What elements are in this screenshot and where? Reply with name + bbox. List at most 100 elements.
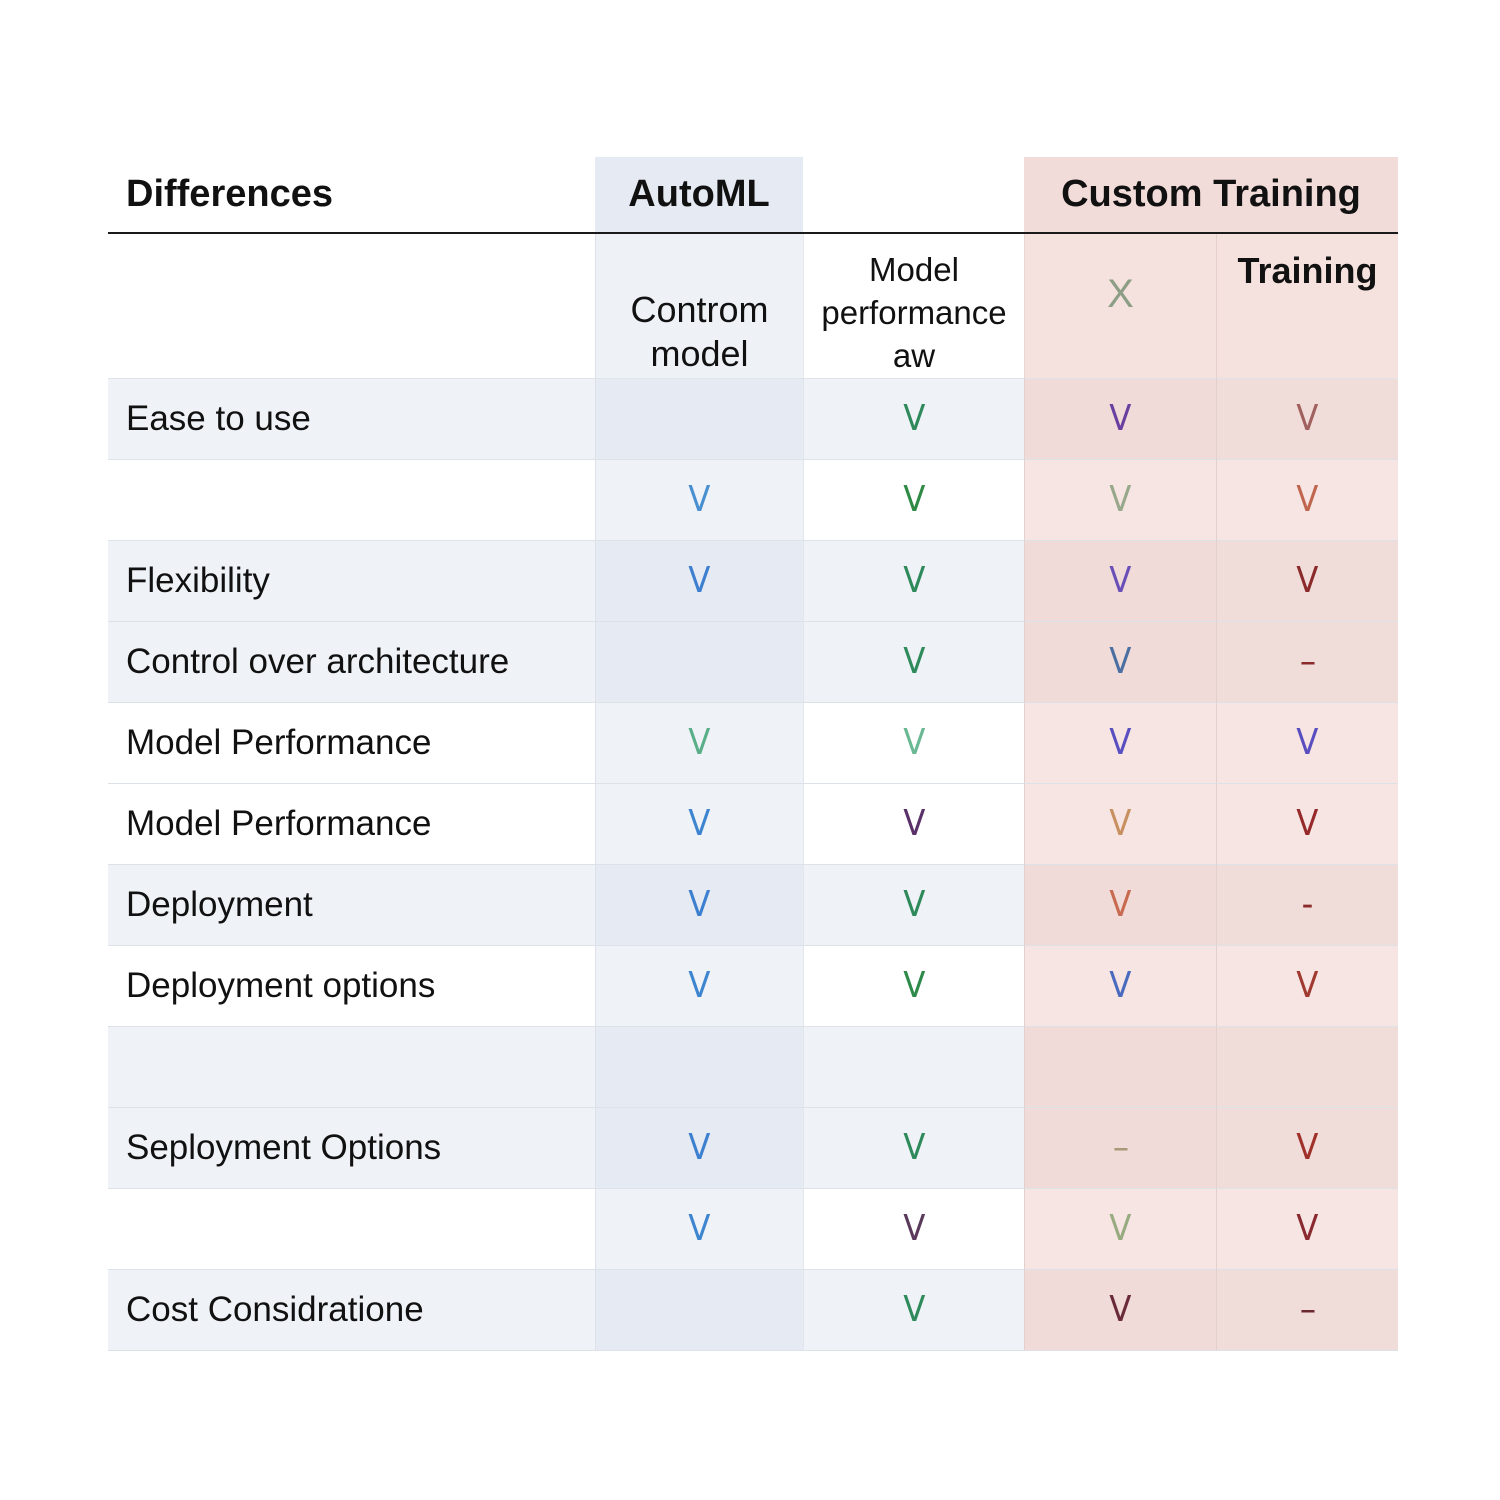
table-cell — [595, 622, 803, 703]
check-v-icon: V — [902, 1127, 926, 1168]
table-cell: V — [1024, 784, 1216, 865]
check-v-icon: V — [1109, 1289, 1132, 1330]
check-v-icon: V — [902, 479, 926, 520]
subheader-model-performance: Model performance aw — [803, 234, 1024, 379]
table-cell: V — [595, 784, 803, 865]
check-v-icon: V — [688, 560, 711, 601]
check-v-icon: V — [688, 884, 711, 925]
table-row: Control over architecture V V – — [108, 622, 1398, 703]
row-label: Deployment options — [108, 946, 595, 1027]
table-cell — [1216, 1027, 1398, 1108]
table-row: Deployment V V V - — [108, 865, 1398, 946]
table-cell: – — [1024, 1108, 1216, 1189]
check-v-icon: V — [688, 1127, 711, 1168]
row-label: Ease to use — [108, 379, 595, 460]
table-cell: V — [1216, 541, 1398, 622]
check-v-icon: V — [1109, 398, 1132, 439]
table-cell: V — [1024, 379, 1216, 460]
check-v-icon: V — [1109, 560, 1132, 601]
check-v-icon: V — [688, 965, 711, 1006]
table-cell: V — [803, 946, 1024, 1027]
dash-icon: – — [1112, 1127, 1129, 1168]
row-label: Seployment Options — [108, 1108, 595, 1189]
table-row: Deployment options V V V V — [108, 946, 1398, 1027]
check-v-icon: V — [1296, 722, 1319, 763]
table-row: Model Performance V V V V — [108, 784, 1398, 865]
check-v-icon: V — [1296, 479, 1319, 520]
table-row: Model Performance V V V V — [108, 703, 1398, 784]
check-v-icon: V — [1296, 560, 1319, 601]
check-v-icon: V — [688, 803, 711, 844]
table-subheader-row: Controm model Model performance aw X Tra… — [108, 234, 1398, 379]
check-v-icon: V — [902, 641, 926, 682]
table-cell — [1024, 1027, 1216, 1108]
row-label: Model Performance — [108, 703, 595, 784]
check-v-icon: V — [902, 560, 926, 601]
check-v-icon: V — [902, 398, 926, 439]
row-label — [108, 460, 595, 541]
table-cell: V — [595, 703, 803, 784]
table-cell: V — [1216, 379, 1398, 460]
header-differences: Differences — [126, 173, 333, 215]
table-cell: V — [803, 541, 1024, 622]
table-cell: V — [595, 460, 803, 541]
subheader-label — [108, 234, 595, 379]
check-v-icon: V — [688, 479, 711, 520]
check-v-icon: V — [1109, 803, 1132, 844]
table-cell: V — [1024, 622, 1216, 703]
dash-icon: - — [1301, 884, 1314, 925]
table-cell: V — [595, 541, 803, 622]
check-v-icon: V — [1296, 803, 1319, 844]
table-cell: V — [1024, 1270, 1216, 1351]
table-cell: V — [1024, 703, 1216, 784]
comparison-table: Differences AutoML Custom Training Contr… — [108, 157, 1398, 1351]
subheader-training: Training — [1216, 234, 1398, 379]
table-cell: V — [803, 460, 1024, 541]
check-v-icon: V — [1296, 398, 1319, 439]
table-cell: V — [803, 784, 1024, 865]
table-body: Ease to use V V V V V V V Flexibility V V V V Control… — [108, 379, 1398, 1351]
table-cell: V — [1216, 1189, 1398, 1270]
table-row — [108, 1027, 1398, 1108]
table-cell: – — [1216, 1270, 1398, 1351]
table-cell: V — [803, 703, 1024, 784]
table-cell: V — [803, 379, 1024, 460]
table-cell: V — [1216, 784, 1398, 865]
table-cell: V — [803, 1108, 1024, 1189]
table-row: Ease to use V V V — [108, 379, 1398, 460]
table-header-row: Differences AutoML Custom Training — [108, 157, 1398, 234]
table-cell: V — [1216, 460, 1398, 541]
check-v-icon: V — [1109, 479, 1132, 520]
x-mark-icon: X — [1024, 234, 1216, 379]
table-cell: V — [1024, 865, 1216, 946]
check-v-icon: V — [1109, 884, 1132, 925]
table-row: Flexibility V V V V — [108, 541, 1398, 622]
dash-icon: – — [1299, 1289, 1316, 1330]
table-cell: V — [1216, 1108, 1398, 1189]
table-cell: V — [803, 1270, 1024, 1351]
row-label: Control over architecture — [108, 622, 595, 703]
table-cell: V — [803, 1189, 1024, 1270]
table-cell: V — [803, 622, 1024, 703]
table-row: Cost Considratione V V – — [108, 1270, 1398, 1351]
row-label — [108, 1189, 595, 1270]
table-cell: V — [595, 1108, 803, 1189]
dash-icon: – — [1299, 641, 1316, 682]
table-cell: V — [595, 865, 803, 946]
table-cell: V — [1024, 1189, 1216, 1270]
table-cell — [595, 1027, 803, 1108]
table-cell: – — [1216, 622, 1398, 703]
check-v-icon: V — [688, 722, 711, 763]
subheader-controm-model: Controm model — [595, 234, 803, 379]
check-v-icon: V — [902, 722, 926, 763]
row-label — [108, 1027, 595, 1108]
row-label: Model Performance — [108, 784, 595, 865]
table-row: Seployment Options V V – V — [108, 1108, 1398, 1189]
header-automl: AutoML — [595, 157, 803, 232]
check-v-icon: V — [902, 884, 926, 925]
header-blank — [803, 157, 1024, 232]
table-cell: V — [1216, 703, 1398, 784]
check-v-icon: V — [688, 1208, 711, 1249]
